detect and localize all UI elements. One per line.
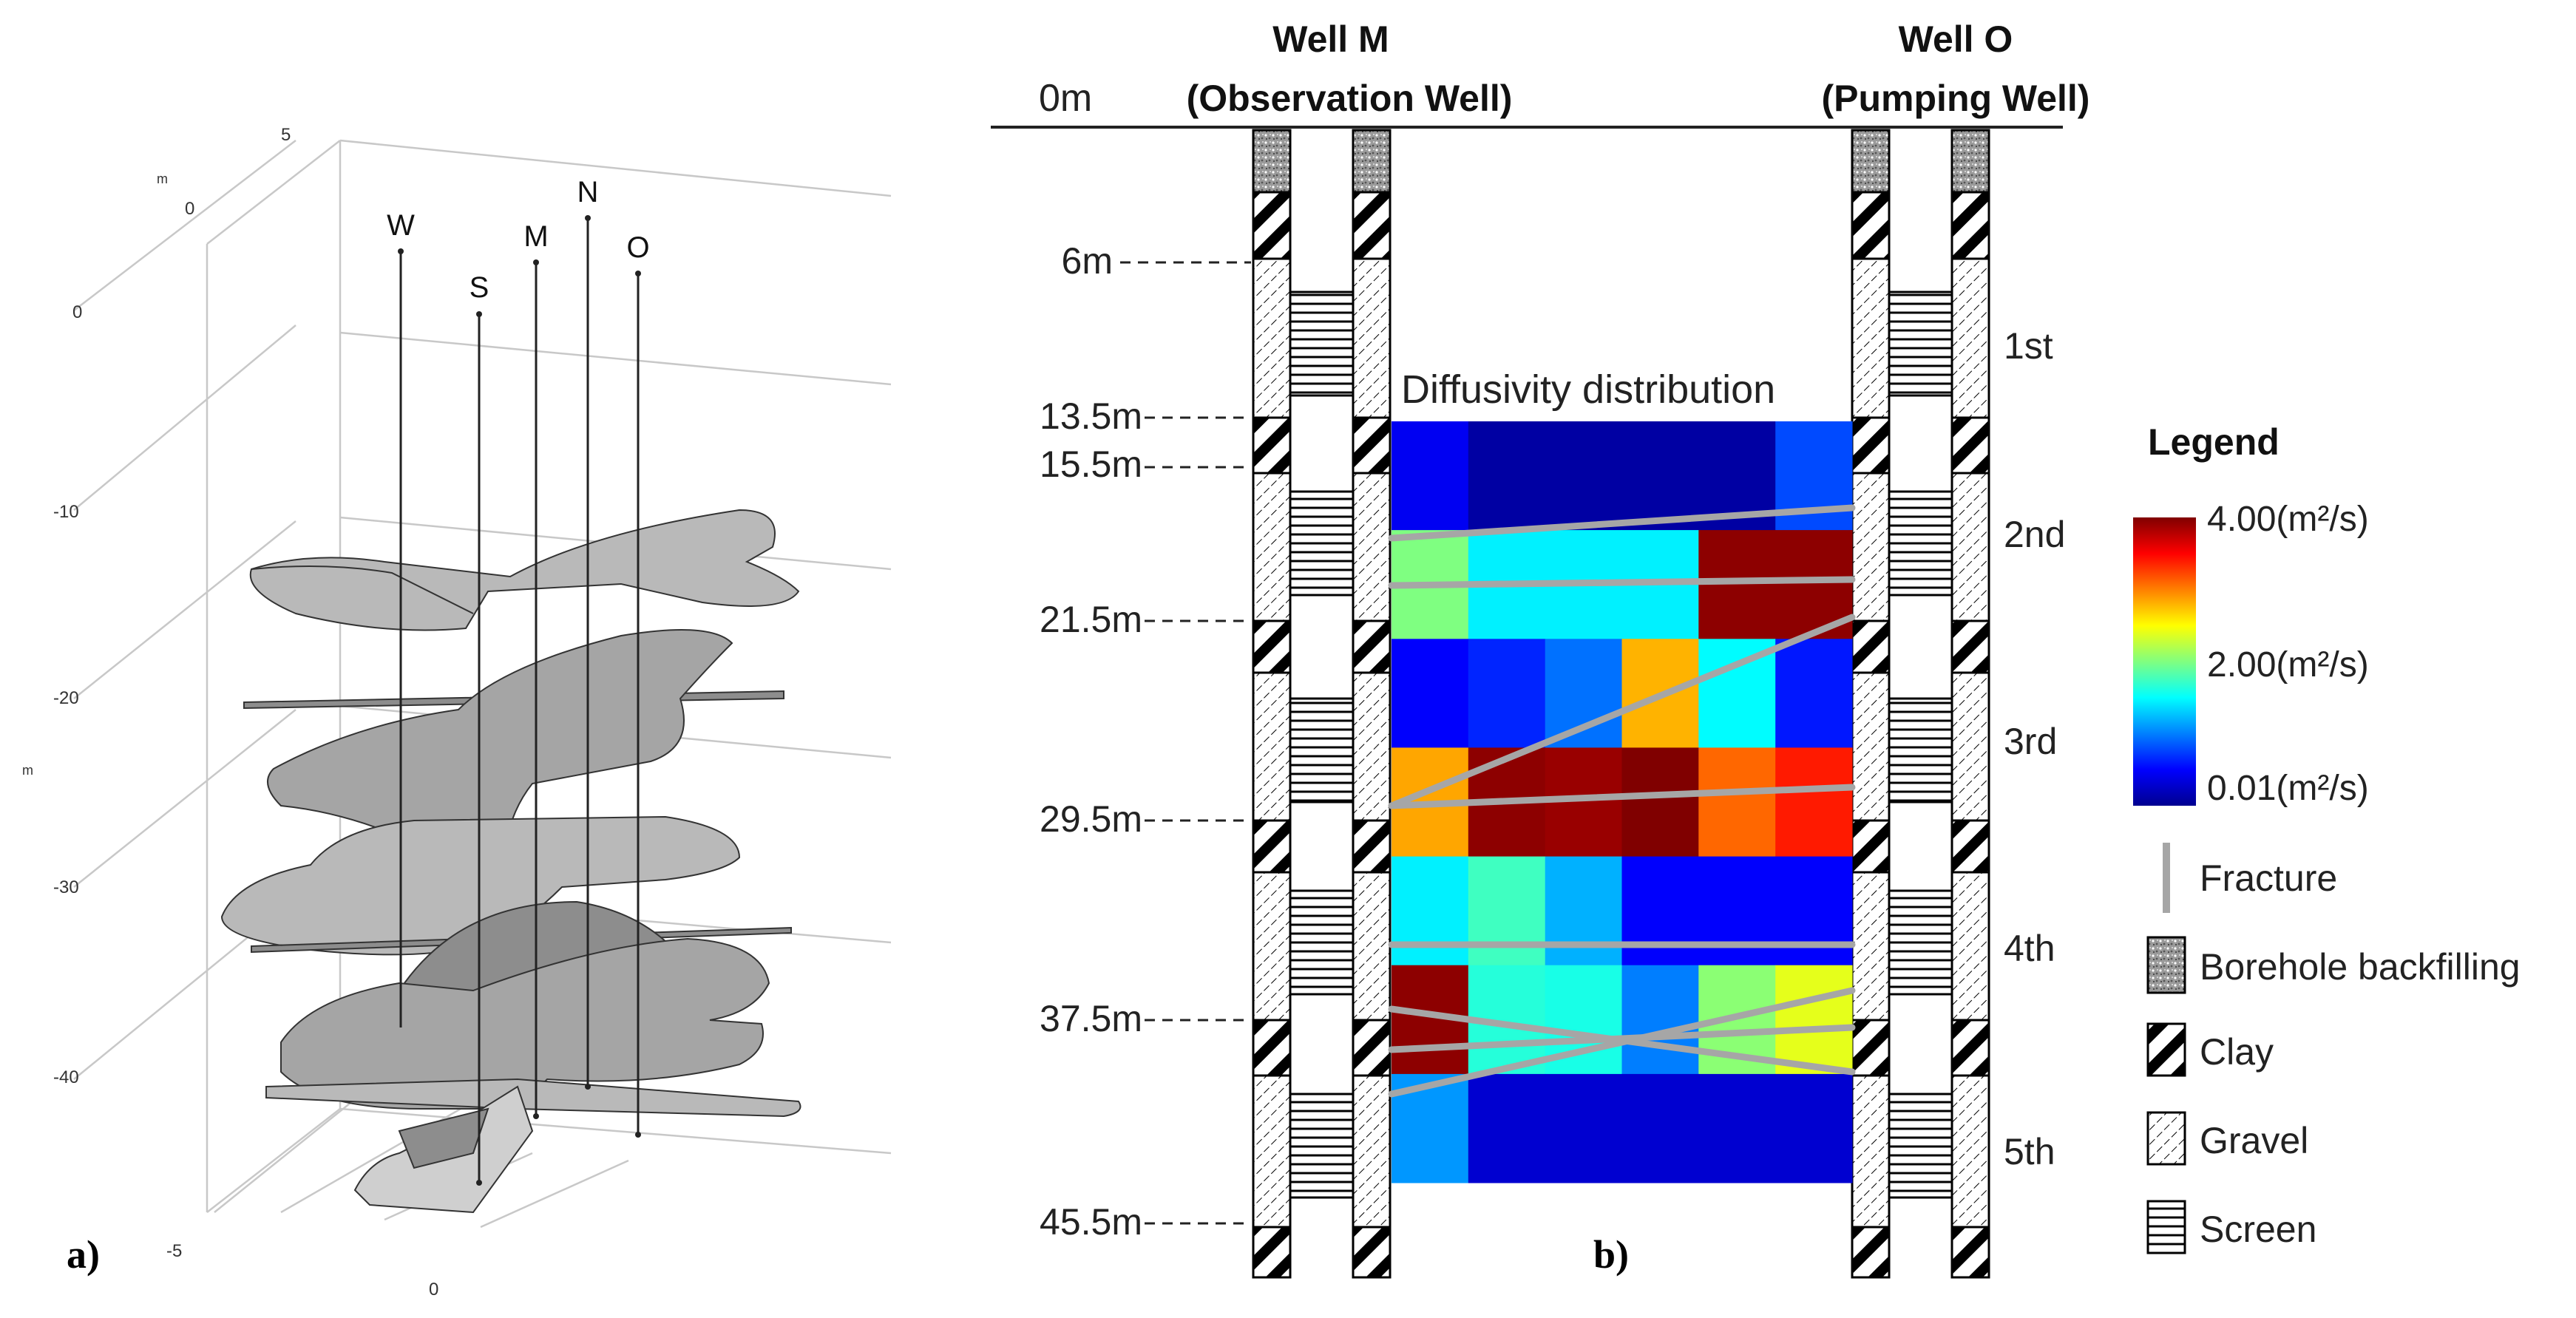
tick-z-10: -10 [53,502,79,522]
diffusivity-cell [1775,639,1853,748]
diffusivity-cell [1775,747,1853,857]
diffusivity-cell [1621,856,1699,966]
depth-6m: 6m [1062,240,1113,282]
depth-21-5m: 21.5m [1040,599,1142,640]
screen-5th: 5th [2004,1131,2055,1172]
diffusivity-cell [1468,1073,1546,1183]
well-label-s: S [470,271,489,304]
diffusivity-cell [1392,856,1469,966]
well-label-o: O [626,231,649,264]
axis-ticks: 5 0 0 -10 -20 -30 -40 -5 0 m m [22,125,438,1300]
fracture-line [1388,504,1856,542]
tick-z-30: -30 [53,877,79,897]
unit-depth: m [157,171,168,186]
colorbar [2133,517,2196,806]
diffusivity-cell [1392,639,1469,748]
well-m-title: Well M [1272,18,1389,60]
legend-screen-swatch [2146,1200,2186,1254]
legend-clay-label: Clay [2200,1031,2274,1073]
legend-title: Legend [2148,421,2280,463]
legend-screen-label: Screen [2200,1209,2316,1250]
tick-depth-0: 0 [185,199,194,219]
well-label-w: W [387,209,415,242]
colorbar-max: 4.00(m²/s) [2207,500,2369,539]
diffusivity-cell [1698,1073,1776,1183]
diffusivity-cell [1621,747,1699,857]
well-m-log [1252,129,1392,1279]
depth-13-5m: 13.5m [1040,395,1142,437]
legend-gravel-label: Gravel [2200,1120,2308,1161]
depth-29-5m: 29.5m [1040,798,1142,840]
diffusivity-cell [1545,421,1622,531]
colorbar-min: 0.01(m²/s) [2207,769,2369,808]
well-tops [398,215,641,1186]
legend: Legend 4.00(m²/s) 2.00(m²/s) 0.01(m²/s) … [2133,421,2521,1254]
well-o-subtitle: (Pumping Well) [1822,78,2090,119]
diffusivity-title: Diffusivity distribution [1401,367,1775,412]
depth-15-5m: 15.5m [1040,444,1142,485]
fracture-line [1388,987,1856,1098]
diffusivity-cell [1545,1073,1622,1183]
diffusivity-cell [1468,856,1546,966]
well-titles: Well M (Observation Well) Well O (Pumpin… [1187,18,2090,119]
depth-37-5m: 37.5m [1040,998,1142,1039]
legend-clay-swatch [2146,1022,2186,1077]
diffusivity-cell [1775,856,1853,966]
screen-3rd: 3rd [2004,721,2057,762]
screen-labels: 1st 2nd 3rd 4th 5th [2004,325,2065,1172]
panel-b-well-section: Well M (Observation Well) Well O (Pumpin… [991,18,2090,1279]
panel-a-label: a) [67,1232,100,1277]
screen-2nd: 2nd [2004,514,2065,555]
well-m-subtitle: (Observation Well) [1187,78,1513,119]
unit-z: m [22,763,33,778]
surface-label: 0m [1039,77,1092,120]
legend-gravel-swatch [2146,1111,2186,1166]
colorbar-mid: 2.00(m²/s) [2207,645,2369,685]
diffusivity-cell [1775,965,1853,1075]
diffusivity-cell [1698,747,1776,857]
fracture-line [1388,1024,1856,1053]
colorbar-labels: 4.00(m²/s) 2.00(m²/s) 0.01(m²/s) [2207,500,2369,808]
diffusivity-cell [1468,639,1546,748]
screen-1st: 1st [2004,325,2053,367]
tick-z-40: -40 [53,1067,79,1087]
tick-x-minus5: -5 [166,1241,182,1261]
fracture-line [1388,784,1856,809]
well-names: W S M N O [387,176,649,304]
tick-z-20: -20 [53,688,79,708]
depth-45-5m: 45.5m [1040,1201,1142,1243]
legend-fracture-label: Fracture [2200,857,2337,899]
well-label-n: N [577,176,599,208]
legend-backfill-label: Borehole backfilling [2200,946,2521,988]
well-lines [399,218,640,1183]
diffusivity-cell [1392,421,1469,531]
diffusivity-cell [1698,856,1776,966]
diffusivity-cell [1468,421,1546,531]
diffusivity-cell [1545,639,1622,748]
fracture-planes [220,509,801,1214]
tick-x-0: 0 [429,1280,438,1300]
well-o-log [1851,129,1990,1279]
fracture-line [1388,614,1856,809]
diffusivity-cell [1775,1073,1853,1183]
panel-b-label: b) [1593,1232,1629,1277]
well-o-title: Well O [1899,18,2013,60]
panel-a-3d-model: 5 0 0 -10 -20 -30 -40 -5 0 m m [22,125,892,1300]
diffusivity-cell [1621,421,1699,531]
legend-backfill-swatch [2146,936,2186,994]
diffusivity-cell [1621,1073,1699,1183]
diffusivity-cell [1621,965,1699,1075]
tick-y-5: 5 [281,125,291,145]
depth-dash-lines [1120,261,1251,1225]
legend-labels: Fracture Borehole backfilling Clay Grave… [2200,857,2521,1250]
depth-labels: 6m 13.5m 15.5m 21.5m 29.5m 37.5m 45.5m [1040,240,1142,1243]
diffusivity-cell [1545,856,1622,966]
fracture-line [1388,576,1856,589]
tick-z-0: 0 [72,302,82,322]
well-label-m: M [523,220,548,253]
fractures [1388,504,1856,1098]
screen-4th: 4th [2004,928,2055,969]
